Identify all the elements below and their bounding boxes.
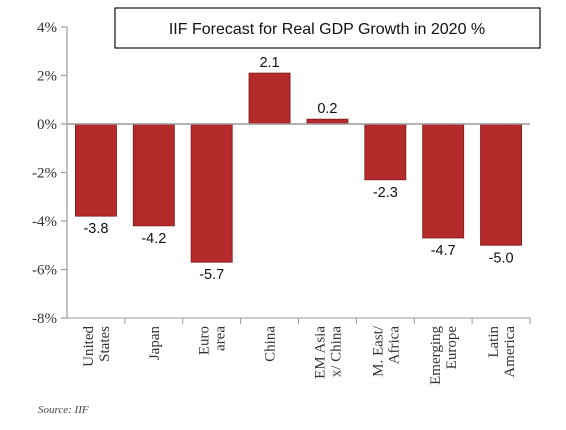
category-label-line: United: [81, 326, 97, 367]
bars-group: [74, 72, 523, 263]
bar: [364, 123, 407, 181]
data-label: -5.0: [489, 250, 514, 266]
category-label-line: area: [213, 326, 229, 351]
data-label: -4.7: [431, 243, 456, 259]
y-tick-label: 4%: [37, 20, 57, 36]
y-tick-label: 0%: [37, 117, 57, 133]
bar: [422, 123, 465, 239]
y-tick-label: -2%: [32, 166, 57, 182]
data-label: -2.3: [373, 185, 398, 201]
category-label: Emerging Europe: [428, 326, 460, 385]
bar: [248, 72, 291, 125]
category-label-line: Latin: [486, 326, 502, 358]
category-label-line: China: [263, 326, 279, 362]
y-tick-label: -4%: [32, 214, 57, 230]
title-box: [114, 7, 541, 49]
chart-title: IIF Forecast for Real GDP Growth in 2020…: [169, 21, 485, 38]
category-label: M. East/Africa: [370, 325, 402, 377]
source-note: Source: IIF: [38, 404, 89, 416]
y-tick-label: -6%: [32, 263, 57, 279]
category-label-line: America: [502, 326, 518, 378]
category-label: Euro area: [197, 326, 229, 356]
bar: [190, 123, 233, 263]
category-label-line: Africa: [386, 326, 402, 365]
category-label-line: M. East/: [370, 325, 386, 377]
data-label: 0.2: [317, 101, 337, 117]
category-label: United States: [81, 326, 113, 367]
category-label-line: Emerging: [428, 326, 444, 385]
category-label: EM Asia x/ China: [312, 326, 344, 379]
category-label-line: x/ China: [328, 326, 344, 378]
bar: [480, 123, 523, 246]
category-label: China: [263, 326, 279, 362]
category-label-line: States: [97, 326, 113, 362]
labels-group: -3.8 United States -4.2 Japan -5.7 Euro area 2.1…: [81, 55, 518, 385]
category-label-line: Europe: [444, 326, 460, 370]
category-label-line: EM Asia: [312, 326, 328, 379]
data-label: -4.2: [141, 231, 166, 247]
bar: [132, 123, 175, 227]
bar: [74, 123, 117, 217]
category-label: Latin America: [486, 326, 518, 378]
axes-group: 4% 2% 0% -2% -4% -6% -8%: [32, 20, 531, 327]
y-tick-label: 2%: [37, 69, 57, 85]
data-label: 2.1: [259, 55, 279, 71]
category-label-line: Euro: [197, 326, 213, 355]
category-label-line: Japan: [147, 326, 163, 361]
y-tick-label: -8%: [32, 311, 57, 327]
category-label: Japan: [147, 326, 163, 361]
data-label: -3.8: [83, 221, 108, 237]
data-label: -5.7: [199, 267, 224, 283]
